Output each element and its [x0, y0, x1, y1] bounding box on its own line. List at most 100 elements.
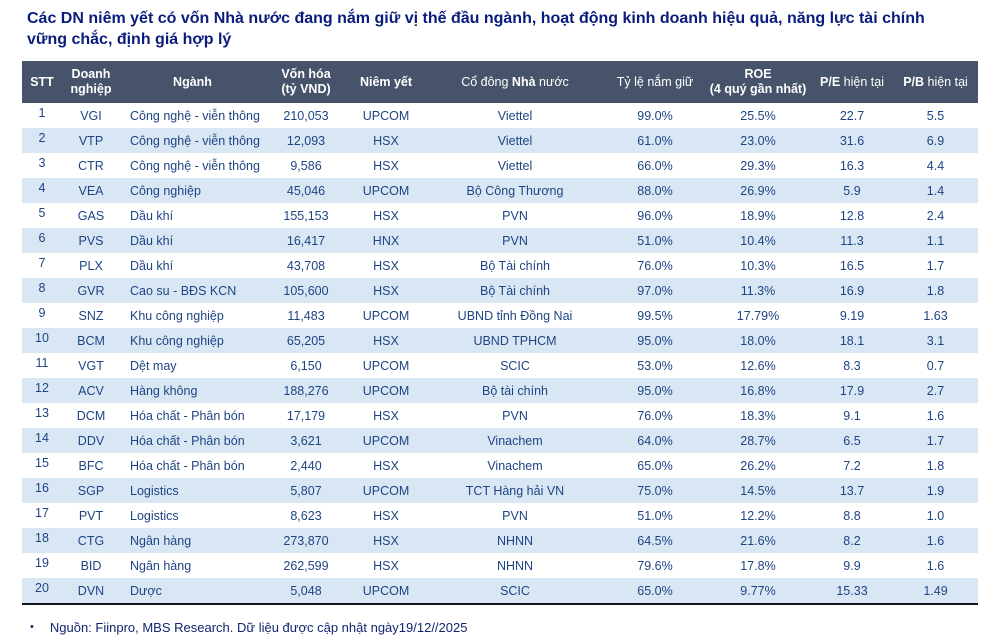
cell-stt: 11 — [35, 355, 49, 370]
cell-niemyet: HSX — [373, 508, 399, 523]
source-text: Nguồn: Fiinpro, MBS Research. Dữ liệu đư… — [49, 620, 468, 636]
cell-ticker: VEA — [78, 183, 104, 198]
cell-tyle: 76.0% — [637, 408, 673, 423]
cell-pe: 5.9 — [843, 183, 861, 198]
cell-ticker: GAS — [77, 208, 105, 223]
cell-pe: 12.8 — [839, 208, 865, 223]
cell-pb: 5.5 — [926, 108, 945, 123]
cell-codong: SCIC — [500, 583, 530, 598]
table-row: 12 ACV Hàng không 188,276 UPCOM Bộ tài chính 9… — [22, 378, 978, 404]
cell-tyle: 96.0% — [637, 208, 673, 223]
cell-tyle: 79.6% — [637, 558, 673, 573]
cell-codong: Bộ Công Thương — [466, 183, 564, 198]
table-row: 8 GVR Cao su - BĐS KCN 105,600 HSX Bộ Tài chí… — [22, 278, 978, 304]
table-body: 1 VGI Công nghệ - viễn thông 210,053 UPCOM Vi… — [22, 103, 978, 605]
cell-codong: SCIC — [500, 358, 530, 373]
cell-roe: 16.8% — [740, 383, 776, 398]
cell-codong: PVN — [502, 408, 528, 423]
cell-codong: UBND TPHCM — [473, 333, 557, 348]
cell-nganh: Công nghệ - viễn thông — [130, 158, 260, 173]
cell-vonhoa: 17,179 — [286, 408, 326, 423]
cell-tyle: 97.0% — [637, 283, 673, 298]
cell-ticker: BID — [80, 558, 102, 573]
table-row: 19 BID Ngân hàng 262,599 HSX NHNN 79.6% 17.8% 9.… — [22, 553, 978, 578]
cell-vonhoa: 3,621 — [290, 433, 322, 448]
cell-tyle: 99.5% — [637, 308, 673, 323]
table-row: 1 VGI Công nghệ - viễn thông 210,053 UPCOM Vi… — [22, 103, 978, 128]
cell-ticker: DCM — [76, 408, 106, 423]
cell-ticker: PVS — [78, 233, 104, 248]
cell-stt: 10 — [35, 330, 49, 345]
table-row: 7 PLX Dầu khí 43,708 HSX Bộ Tài chính 76.0% 10.… — [22, 253, 978, 278]
cell-codong: Vinachem — [487, 433, 543, 448]
cell-ticker: CTR — [78, 158, 104, 173]
cell-stt: 17 — [35, 505, 49, 520]
col-header-pb: P/B hiện tại — [893, 61, 978, 104]
cell-niemyet: UPCOM — [362, 583, 410, 598]
cell-ticker: VGT — [78, 358, 104, 373]
cell-tyle: 75.0% — [637, 483, 673, 498]
cell-codong: TCT Hàng hải VN — [465, 483, 565, 498]
cell-vonhoa: 210,053 — [283, 108, 329, 123]
cell-niemyet: HSX — [373, 333, 399, 348]
state-owned-companies-table: STT Doanh nghiệp Ngành Vốn hóa (tỷ VND) Niêm… — [22, 61, 978, 606]
cell-pb: 1.49 — [923, 583, 948, 598]
cell-tyle: 64.5% — [637, 533, 673, 548]
cell-stt: 7 — [38, 255, 46, 270]
cell-vonhoa: 12,093 — [286, 133, 326, 148]
cell-nganh: Dệt may — [130, 358, 177, 373]
cell-vonhoa: 11,483 — [287, 308, 325, 323]
cell-stt: 4 — [38, 180, 46, 195]
cell-codong: Vinachem — [487, 458, 543, 473]
cell-vonhoa: 65,205 — [286, 333, 326, 348]
cell-codong: Viettel — [497, 108, 533, 123]
cell-stt: 19 — [35, 555, 49, 570]
table-row: 3 CTR Công nghệ - viễn thông 9,586 HSX Viette… — [22, 153, 978, 178]
cell-vonhoa: 8,623 — [290, 508, 322, 523]
bullet-icon: • — [30, 621, 34, 634]
cell-pe: 8.8 — [843, 508, 861, 523]
cell-stt: 13 — [35, 405, 49, 420]
cell-tyle: 64.0% — [637, 433, 673, 448]
cell-nganh: Công nghệ - viễn thông — [130, 108, 260, 123]
cell-nganh: Cao su - BĐS KCN — [130, 283, 237, 298]
cell-codong: Viettel — [497, 133, 533, 148]
cell-stt: 1 — [38, 105, 46, 120]
cell-ticker: SGP — [77, 483, 105, 498]
cell-pb: 4.4 — [926, 158, 945, 173]
cell-niemyet: UPCOM — [362, 358, 410, 373]
cell-pb: 1.8 — [926, 283, 945, 298]
table-row: 16 SGP Logistics 5,807 UPCOM TCT Hàng hải VN 7… — [22, 478, 978, 504]
cell-stt: 9 — [38, 305, 46, 320]
cell-roe: 25.5% — [740, 108, 776, 123]
cell-ticker: PLX — [79, 258, 103, 273]
cell-tyle: 76.0% — [637, 258, 673, 273]
cell-stt: 14 — [35, 430, 49, 445]
col-header-codong: Cổ đông Nhà nước — [425, 61, 605, 104]
cell-pe: 13.7 — [839, 483, 865, 498]
cell-vonhoa: 105,600 — [283, 283, 329, 298]
cell-roe: 28.7% — [740, 433, 776, 448]
cell-pb: 1.4 — [926, 183, 945, 198]
table-row: 6 PVS Dầu khí 16,417 HNX PVN 51.0% 10.4% 11.3 1.1 — [22, 228, 978, 254]
cell-pe: 18.1 — [839, 333, 865, 348]
cell-pb: 1.9 — [926, 483, 945, 498]
cell-niemyet: HSX — [373, 533, 399, 548]
table-row: 14 DDV Hóa chất - Phân bón 3,621 UPCOM Vinach… — [22, 428, 978, 454]
cell-vonhoa: 45,046 — [286, 183, 326, 198]
cell-niemyet: HSX — [373, 408, 399, 423]
cell-vonhoa: 262,599 — [283, 558, 329, 573]
cell-niemyet: UPCOM — [362, 483, 410, 498]
source-note: • Nguồn: Fiinpro, MBS Research. Dữ liệu … — [30, 620, 992, 635]
cell-pb: 1.7 — [926, 258, 945, 273]
cell-tyle: 61.0% — [637, 133, 673, 148]
cell-pe: 8.3 — [843, 358, 861, 373]
cell-tyle: 95.0% — [637, 333, 673, 348]
cell-roe: 17.79% — [736, 308, 780, 323]
cell-niemyet: HSX — [373, 558, 399, 573]
cell-ticker: SNZ — [78, 308, 104, 323]
cell-codong: Bộ Tài chính — [480, 258, 550, 273]
cell-niemyet: HSX — [373, 158, 399, 173]
cell-tyle: 66.0% — [637, 158, 673, 173]
col-header-pe: P/E hiện tại — [811, 61, 893, 104]
